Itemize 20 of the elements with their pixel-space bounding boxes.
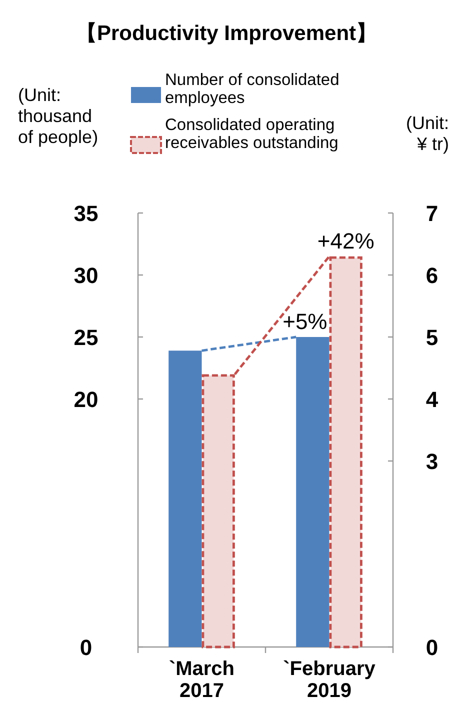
y-tick-label: 30 — [74, 263, 98, 288]
y2-axis-title: (Unit: ¥ tr) — [406, 113, 449, 154]
annotation: +42% — [317, 228, 374, 254]
y2-tick-label: 7 — [426, 201, 438, 226]
y-tick-label: 20 — [74, 387, 98, 412]
y2-tick-label: 6 — [426, 263, 438, 288]
legend-label: Consolidated operating receivables outstanding — [165, 116, 338, 152]
y2-tick-label: 4 — [426, 387, 439, 412]
y-tick-label: 35 — [74, 201, 98, 226]
legend-label: Number of consolidated employees — [165, 71, 340, 107]
y2-tick-label: 5 — [426, 325, 438, 350]
y-tick-label: 0 — [80, 635, 92, 660]
x-tick-label: `March 2017 — [168, 658, 235, 702]
y-tick-label: 25 — [74, 325, 98, 350]
y-axis-title: (Unit: thousand of people) — [18, 85, 98, 147]
x-tick-label: `February 2019 — [283, 658, 376, 702]
chart-title: 【Productivity Improvement】 — [76, 22, 378, 45]
y2-tick-label: 0 — [426, 635, 438, 660]
y2-tick-label: 3 — [426, 449, 438, 474]
annotation: +5% — [282, 309, 328, 334]
